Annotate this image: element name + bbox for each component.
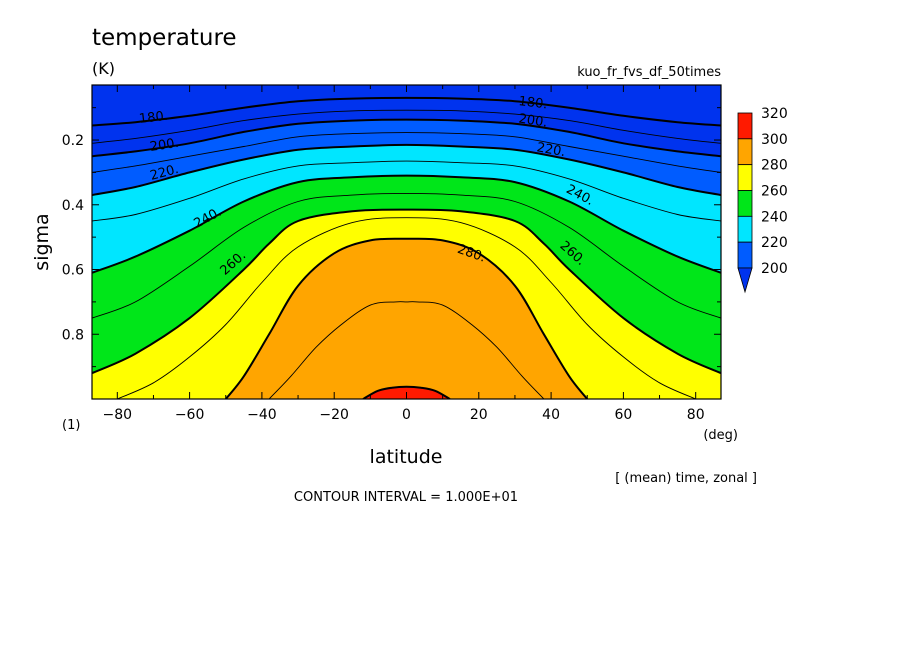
colorbar-label-4: 240 — [761, 209, 788, 225]
contour-300 — [362, 385, 451, 399]
contour-label-3: 200. — [149, 136, 180, 155]
contour-250 — [92, 192, 721, 319]
contour-label-1: 180. — [518, 94, 549, 112]
x-tick-label-5: 20 — [470, 407, 488, 423]
contour-label-4: 220. — [149, 162, 181, 184]
colorbar-swatch-220_240 — [737, 215, 753, 243]
colorbar-swatch-280_300 — [737, 138, 753, 166]
filled-contours — [92, 85, 721, 399]
colorbar-label-3: 260 — [761, 184, 788, 200]
fill-band-280_300 — [225, 238, 588, 399]
contour-180 — [92, 96, 721, 127]
contour-240 — [92, 174, 721, 274]
contour-label-2: 200. — [518, 112, 549, 131]
contour-280 — [225, 237, 588, 399]
chart-units: (K) — [92, 59, 115, 78]
contour-290 — [268, 301, 545, 399]
contour-230 — [92, 160, 721, 222]
colorbar-swatch-240_260 — [737, 190, 753, 217]
y-tick-label-2: 0.6 — [62, 263, 84, 279]
x-axis-units: (deg) — [703, 428, 738, 443]
x-tick-label-6: 40 — [542, 407, 560, 423]
colorbar-label-2: 280 — [761, 158, 788, 174]
colorbar-label-1: 300 — [761, 132, 788, 148]
y-tick-label-3: 0.8 — [62, 327, 84, 343]
experiment-name: kuo_fr_fvs_df_50times — [577, 65, 721, 80]
colorbar-swatch-200_220 — [737, 241, 753, 269]
contour-lines — [92, 96, 721, 399]
colorbar-label-5: 220 — [761, 235, 788, 251]
mean-annotation: [ (mean) time, zonal ] — [615, 471, 757, 486]
colorbar-swatch-260_280 — [737, 164, 753, 191]
contour-labels: 180.180.200.200.220.220.240.240.260. 260.… — [138, 94, 596, 279]
contour-200 — [92, 118, 721, 158]
colorbar-swatch-300_320 — [737, 112, 753, 140]
chart-title: temperature — [92, 25, 237, 51]
contour-label-5: 220. — [535, 140, 566, 160]
colorbar-label-6: 200 — [761, 261, 788, 277]
contour-190 — [92, 109, 721, 144]
x-tick-label-3: −20 — [319, 407, 349, 423]
x-tick-label-0: −80 — [103, 407, 133, 423]
y-tick-label-1: 0.4 — [62, 198, 84, 214]
contour-label-0: 180. — [138, 109, 169, 127]
contour-260 — [92, 208, 721, 375]
x-tick-label-2: −40 — [247, 407, 277, 423]
contour-270 — [117, 217, 696, 399]
x-axis: −80 −60 −40 −20 0 20 40 60 80 — [103, 85, 705, 423]
y-tick-label-0: 0.2 — [62, 133, 84, 149]
x-tick-label-8: 80 — [687, 407, 705, 423]
x-axis-label: latitude — [370, 446, 443, 468]
x-tick-label-1: −60 — [175, 407, 205, 423]
contour-interval-note: CONTOUR INTERVAL = 1.000E+01 — [294, 490, 518, 505]
x-tick-label-7: 60 — [614, 407, 632, 423]
contour-220 — [92, 143, 721, 197]
contour-210 — [92, 132, 721, 173]
y-axis-label: sigma — [31, 213, 53, 270]
y-axis-units: (1) — [62, 418, 80, 433]
colorbar-label-0: 320 — [761, 106, 788, 122]
y-axis: 0.2 0.4 0.6 0.8 — [62, 107, 721, 400]
colorbar: 320 300 280 260 240 220 200 — [737, 106, 788, 294]
x-tick-label-4: 0 — [402, 407, 411, 423]
colorbar-below-arrow — [737, 267, 753, 294]
